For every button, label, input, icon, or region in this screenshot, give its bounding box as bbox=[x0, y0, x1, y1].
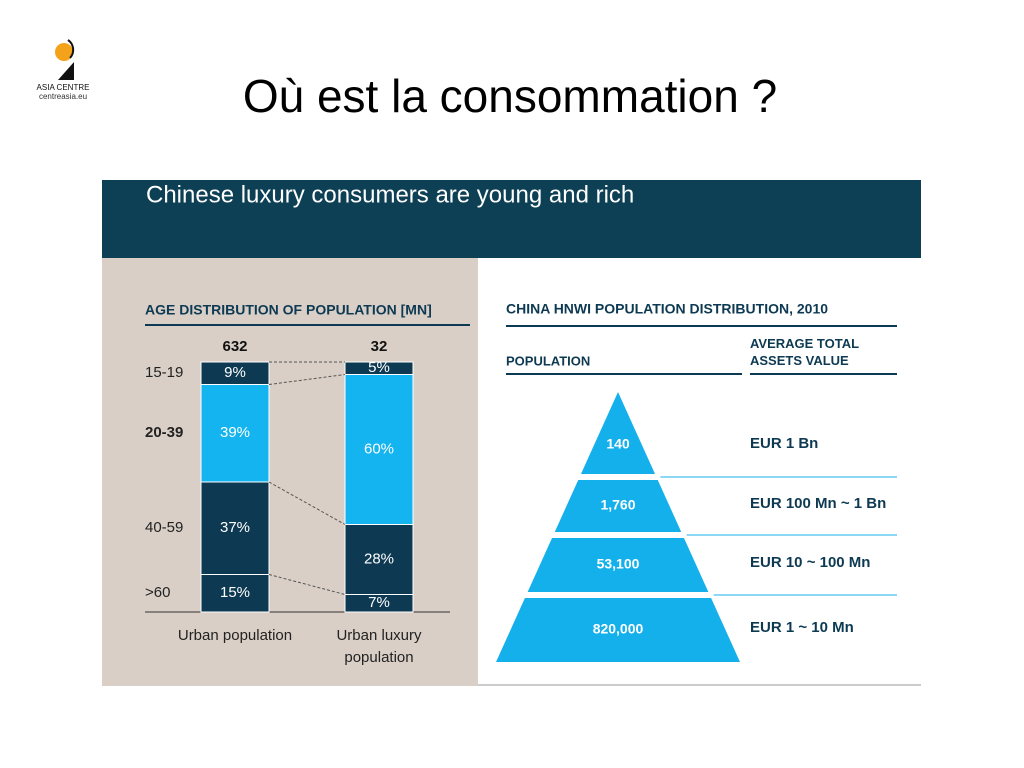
logo-arc bbox=[67, 39, 75, 59]
pyramid-tier bbox=[554, 480, 682, 532]
legend-label: 15-19 bbox=[145, 364, 183, 381]
chart-title: AGE DISTRIBUTION OF POPULATION [MN] bbox=[145, 302, 432, 318]
logo-circle bbox=[55, 43, 73, 61]
banner-text: Chinese luxury consumers are young and r… bbox=[146, 181, 634, 208]
value-label: 7% bbox=[368, 594, 390, 611]
logo-triangle bbox=[58, 62, 74, 80]
bar-segment bbox=[344, 374, 414, 525]
col-assets: AVERAGE TOTAL ASSETS VALUE bbox=[750, 336, 859, 368]
left-panel bbox=[102, 258, 478, 686]
bar-segment bbox=[200, 384, 270, 483]
legend-label: 20-39 bbox=[145, 424, 183, 441]
tier-population: 140 bbox=[606, 436, 630, 452]
value-label: 39% bbox=[220, 424, 250, 441]
connector bbox=[268, 374, 346, 385]
category-label: Urban luxury population bbox=[336, 627, 422, 666]
logo-url: centreasia.eu bbox=[39, 92, 87, 101]
tier-assets: EUR 10 ~ 100 Mn bbox=[750, 554, 870, 571]
value-label: 5% bbox=[368, 359, 390, 376]
bar-segment bbox=[200, 361, 270, 385]
total-label: 632 bbox=[222, 338, 247, 355]
slide-title: Où est la consommation ? bbox=[243, 70, 777, 122]
bar-segment bbox=[200, 481, 270, 575]
bar-segment bbox=[344, 524, 414, 595]
value-label: 37% bbox=[220, 519, 250, 536]
value-label: 9% bbox=[224, 364, 246, 381]
pyramid-tier bbox=[527, 538, 709, 592]
total-label: 32 bbox=[371, 338, 388, 355]
pyramid-tier bbox=[580, 392, 656, 474]
connector bbox=[268, 574, 346, 595]
logo-name: ASIA CENTRE bbox=[37, 83, 90, 92]
legend-label: >60 bbox=[145, 584, 170, 601]
category-label: Urban population bbox=[177, 627, 293, 644]
legend-label: 40-59 bbox=[145, 519, 183, 536]
pyramid-tier bbox=[496, 598, 740, 662]
value-label: 15% bbox=[220, 584, 250, 601]
tier-assets: EUR 100 Mn ~ 1 Bn bbox=[750, 495, 886, 512]
tier-population: 1,760 bbox=[600, 497, 635, 513]
value-label: 60% bbox=[364, 440, 394, 457]
tier-population: 53,100 bbox=[597, 556, 640, 572]
tier-assets: EUR 1 ~ 10 Mn bbox=[750, 619, 854, 636]
connector bbox=[268, 481, 346, 525]
hnwi-title: CHINA HNWI POPULATION DISTRIBUTION, 2010 bbox=[506, 301, 828, 317]
col-population: POPULATION bbox=[506, 353, 590, 368]
tier-assets: EUR 1 Bn bbox=[750, 435, 818, 452]
value-label: 28% bbox=[364, 550, 394, 567]
tier-population: 820,000 bbox=[593, 621, 644, 637]
banner bbox=[102, 180, 921, 258]
bar-segment bbox=[344, 361, 414, 375]
